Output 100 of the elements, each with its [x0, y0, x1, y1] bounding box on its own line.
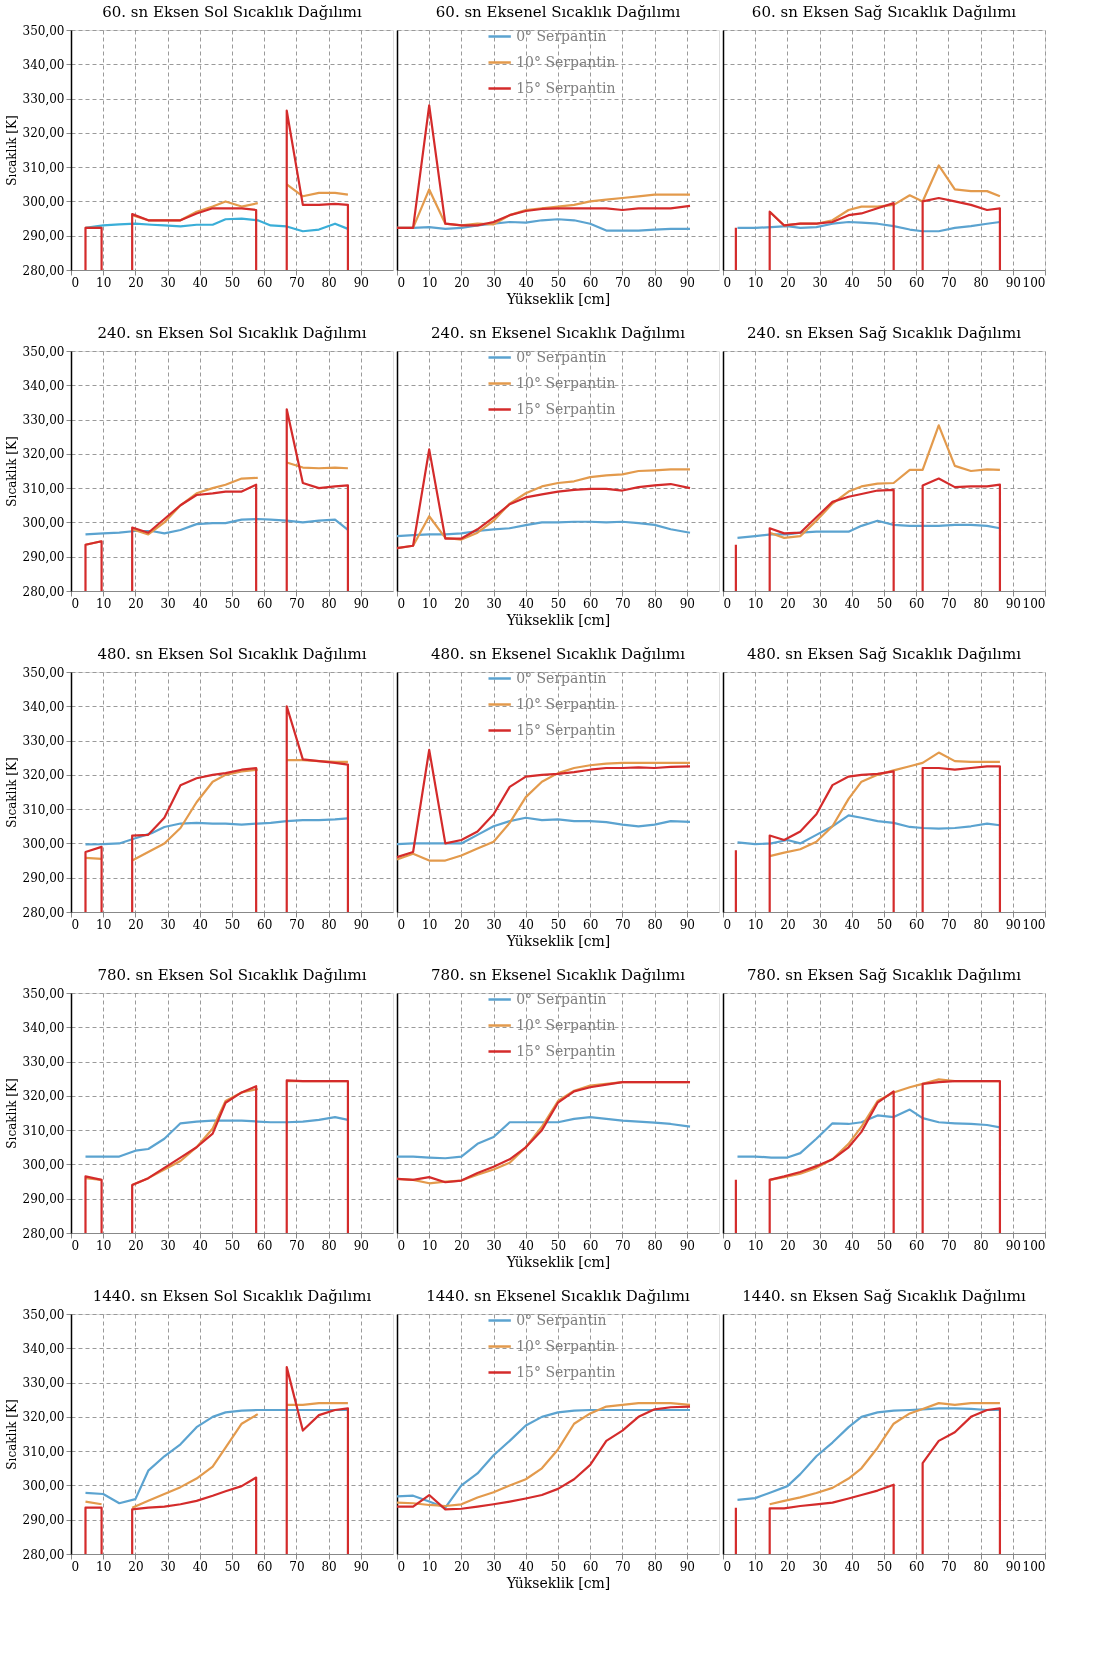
x-tick-label: 100 [1022, 275, 1046, 290]
x-tick-label: 80 [973, 917, 989, 932]
legend-label: 10° Serpantin [516, 53, 616, 70]
x-tick-label: 90 [1005, 596, 1021, 611]
x-tick-label: 70 [615, 275, 631, 290]
x-tick-label: 30 [486, 596, 502, 611]
x-tick-label: 10 [748, 1238, 764, 1253]
chart-title: 60. sn Eksen Sol Sıcaklık Dağılımı [102, 3, 362, 21]
x-tick-label: 20 [780, 917, 796, 932]
chart-title: 60. sn Eksen Sağ Sıcaklık Dağılımı [751, 3, 1017, 21]
x-tick-label: 10 [748, 596, 764, 611]
x-tick-label: 10 [96, 1559, 112, 1574]
x-tick-label: 20 [128, 917, 144, 932]
x-tick-label: 30 [812, 1559, 828, 1574]
line-series [84, 217, 350, 233]
x-tick-label: 30 [160, 917, 176, 932]
x-tick-label: 30 [486, 275, 502, 290]
x-tick-label: 10 [422, 596, 438, 611]
y-tick-label: 280,00 [22, 1547, 65, 1562]
x-tick-label: 70 [941, 917, 957, 932]
chart-title: 60. sn Eksenel Sıcaklık Dağılımı [435, 3, 681, 21]
chart-title: 780. sn Eksen Sol Sıcaklık Dağılımı [97, 966, 367, 984]
legend-label: 15° Serpantin [516, 721, 616, 738]
x-tick-label: 40 [844, 1559, 860, 1574]
x-tick-label: 20 [128, 275, 144, 290]
x-tick-label: 60 [257, 596, 273, 611]
x-tick-label: 0 [71, 596, 80, 611]
x-tick-label: 80 [321, 1238, 337, 1253]
x-tick-label: 10 [422, 1238, 438, 1253]
x-tick-label: 30 [812, 596, 828, 611]
y-tick-label: 350,00 [22, 986, 65, 1001]
x-tick-label: 90 [353, 917, 369, 932]
x-tick-label: 40 [518, 275, 534, 290]
x-tick-label: 0 [723, 275, 732, 290]
x-tick-label: 70 [615, 1559, 631, 1574]
x-tick-label: 10 [96, 275, 112, 290]
legend-label: 0° Serpantin [516, 1311, 607, 1328]
x-tick-label: 40 [192, 275, 208, 290]
x-tick-label: 10 [422, 1559, 438, 1574]
y-tick-label: 330,00 [22, 92, 65, 107]
x-tick-label: 90 [353, 1238, 369, 1253]
x-tick-label: 30 [160, 1559, 176, 1574]
x-tick-label: 100 [1022, 917, 1046, 932]
x-tick-label: 60 [583, 596, 599, 611]
x-tick-label: 60 [257, 275, 273, 290]
y-tick-label: 310,00 [22, 160, 65, 175]
legend-label: 0° Serpantin [516, 669, 607, 686]
x-tick-label: 20 [454, 917, 470, 932]
x-tick-label: 70 [289, 275, 305, 290]
x-tick-label: 20 [780, 596, 796, 611]
x-tick-label: 80 [973, 1238, 989, 1253]
x-tick-label: 40 [518, 596, 534, 611]
chart-title: 480. sn Eksen Sol Sıcaklık Dağılımı [97, 645, 367, 663]
legend-label: 10° Serpantin [516, 1016, 616, 1033]
x-tick-label: 70 [941, 275, 957, 290]
x-tick-label: 90 [679, 1559, 695, 1574]
x-tick-label: 70 [615, 917, 631, 932]
x-tick-label: 40 [844, 275, 860, 290]
x-tick-label: 0 [397, 275, 406, 290]
y-tick-label: 280,00 [22, 584, 65, 599]
x-tick-label: 80 [647, 275, 663, 290]
y-tick-label: 290,00 [22, 1513, 65, 1528]
x-tick-label: 90 [353, 596, 369, 611]
x-tick-label: 70 [941, 596, 957, 611]
y-tick-label: 330,00 [22, 1055, 65, 1070]
x-tick-label: 30 [812, 1238, 828, 1253]
y-tick-label: 310,00 [22, 1123, 65, 1138]
chart-title: 240. sn Eksen Sol Sıcaklık Dağılımı [97, 324, 367, 342]
x-tick-label: 70 [941, 1559, 957, 1574]
x-tick-label: 20 [780, 1238, 796, 1253]
x-tick-label: 20 [128, 596, 144, 611]
x-tick-label: 50 [550, 1559, 567, 1574]
x-tick-label: 40 [192, 596, 208, 611]
x-tick-label: 90 [679, 596, 695, 611]
x-tick-label: 70 [289, 596, 305, 611]
x-tick-label: 50 [876, 596, 893, 611]
x-tick-label: 60 [583, 1559, 599, 1574]
x-tick-label: 10 [422, 917, 438, 932]
x-tick-label: 90 [1005, 1238, 1021, 1253]
legend-label: 10° Serpantin [516, 374, 616, 391]
x-tick-label: 60 [583, 917, 599, 932]
chart-title: 1440. sn Eksen Sol Sıcaklık Dağılımı [92, 1287, 372, 1305]
x-tick-label: 100 [1022, 1559, 1046, 1574]
x-axis-title: Yükseklik [cm] [505, 611, 611, 628]
x-tick-label: 0 [71, 275, 80, 290]
y-tick-label: 340,00 [22, 378, 65, 393]
y-tick-label: 290,00 [22, 229, 65, 244]
x-tick-label: 90 [1005, 275, 1021, 290]
x-tick-label: 90 [1005, 1559, 1021, 1574]
x-tick-label: 50 [224, 275, 241, 290]
x-tick-label: 20 [454, 1559, 470, 1574]
x-tick-label: 60 [583, 275, 599, 290]
x-tick-label: 40 [518, 1238, 534, 1253]
x-tick-label: 0 [71, 1559, 80, 1574]
x-tick-label: 20 [780, 1559, 796, 1574]
x-tick-label: 90 [353, 275, 369, 290]
chart-title: 480. sn Eksenel Sıcaklık Dağılımı [431, 645, 686, 663]
x-tick-label: 30 [160, 1238, 176, 1253]
x-tick-label: 80 [321, 596, 337, 611]
y-axis-title: Sıcaklık [K] [4, 115, 19, 186]
